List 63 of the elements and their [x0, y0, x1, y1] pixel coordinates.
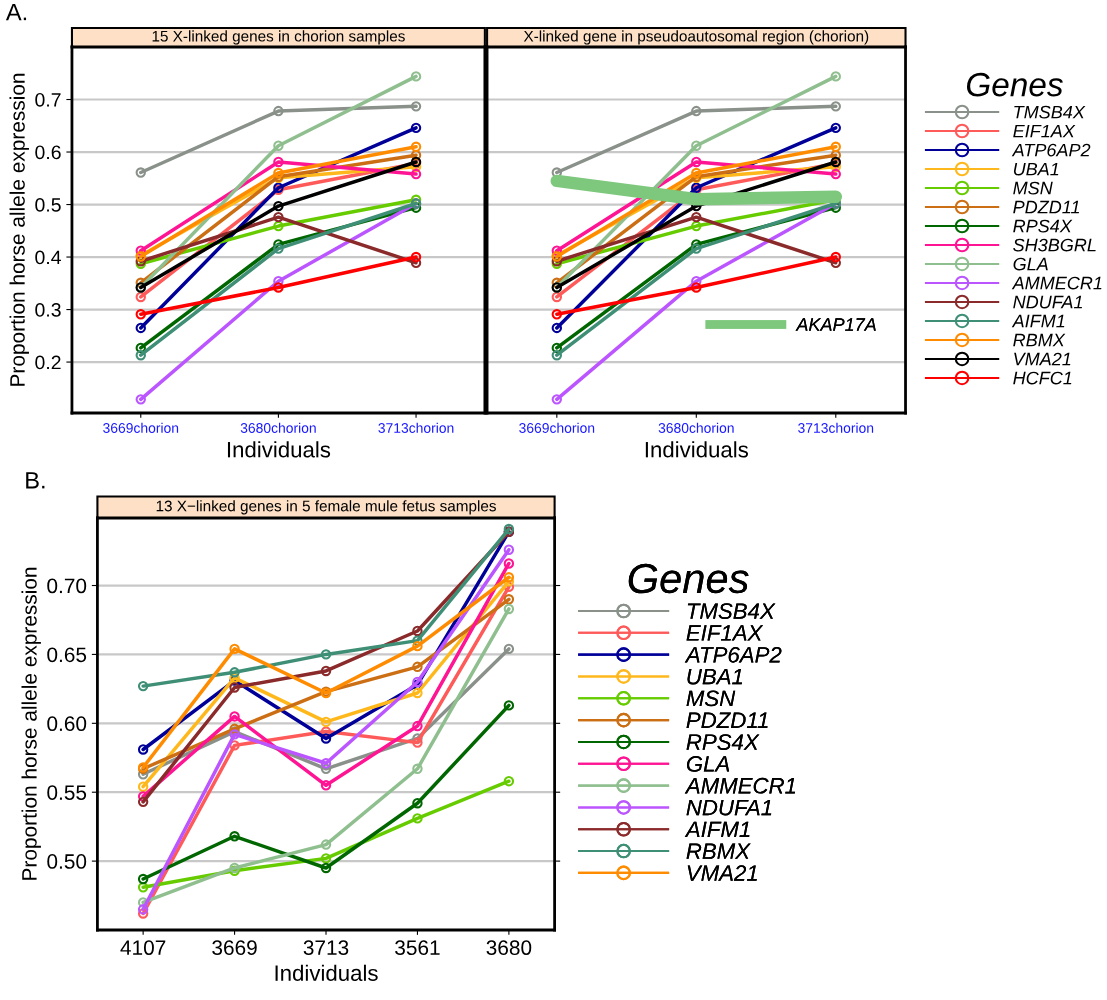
legend-title: Genes	[628, 563, 749, 594]
legend-label: GLA	[686, 756, 730, 772]
legend-label: RBMX	[686, 843, 751, 859]
x-axis-title: Individuals	[645, 441, 748, 458]
legend-label: PDZD11	[1013, 200, 1079, 214]
y-axis-title: Proportion horse allele expression	[9, 73, 29, 386]
legend-label: ATP6AP2	[1011, 143, 1091, 157]
legend-label: TMSB4X	[687, 603, 776, 619]
legend-label: RPS4X	[686, 734, 760, 750]
legend-label: TMSB4X	[1014, 105, 1086, 119]
legend-label: RBMX	[1013, 333, 1066, 347]
y-tick-label: 0.55	[47, 785, 87, 800]
x-tick-label: 3669chorion	[519, 422, 595, 433]
legend-label: AIFM1	[1011, 314, 1065, 328]
chart-title: 15 X-linked genes in chorion samples	[152, 30, 405, 45]
legend-label: EIF1AX	[686, 625, 764, 641]
x-tick-label: 3713chorion	[798, 422, 874, 433]
y-tick-label: 0.2	[35, 355, 61, 370]
x-tick-label: 4107	[120, 940, 166, 956]
chart-title: X-linked gene in pseudoautosomal region (chorion)	[523, 30, 869, 45]
legend-label: EIF1AX	[1013, 124, 1076, 138]
y-tick-label: 0.5	[35, 198, 61, 212]
legend-label: NDUFA1	[1013, 295, 1082, 309]
text: A.	[5, 3, 27, 21]
legend-label: AMMECR1	[684, 777, 796, 794]
legend-label: PDZD11	[686, 712, 768, 728]
legend-label: RPS4X	[1013, 219, 1073, 233]
legend-label: ATP6AP2	[684, 646, 782, 663]
legend-label: UBA1	[687, 668, 743, 685]
x-axis-title: Individuals	[227, 441, 331, 458]
y-tick-label: 0.50	[47, 854, 87, 869]
legend-label: VMA21	[687, 865, 757, 881]
text: B.	[26, 472, 45, 489]
legend-label: MSN	[1013, 181, 1053, 195]
legend-label: MSN	[686, 690, 736, 707]
y-tick-label: 0.65	[47, 647, 87, 663]
chart-title: 13 X−linked genes in 5 female mule fetus samples	[156, 500, 496, 515]
y-tick-label: 0.6	[35, 145, 61, 160]
legend-label: AKAP17A	[795, 318, 876, 331]
legend-label: SH3BGRL	[1013, 238, 1096, 252]
y-tick-label: 0.7	[35, 92, 61, 107]
x-tick-label: 3669chorion	[103, 422, 179, 433]
y-axis-title: Proportion horse allele expression	[21, 567, 41, 880]
legend-title: Genes	[966, 72, 1063, 97]
x-axis-title: Individuals	[275, 964, 378, 982]
legend-label: AIFM1	[684, 821, 750, 838]
x-tick-label: 3561	[395, 940, 440, 956]
x-tick-label: 3713	[303, 940, 349, 956]
x-tick-label: 3680chorion	[240, 422, 316, 433]
legend-label: HCFC1	[1013, 371, 1072, 385]
x-tick-label: 3669	[212, 940, 257, 956]
y-tick-label: 0.4	[35, 250, 61, 265]
y-tick-label: 0.70	[47, 578, 87, 594]
legend-label: VMA21	[1014, 352, 1071, 366]
legend-label: GLA	[1013, 257, 1048, 271]
x-tick-label: 3680chorion	[658, 422, 734, 433]
legend-label: AMMECR1	[1011, 276, 1102, 290]
x-tick-label: 3713chorion	[378, 422, 454, 433]
x-tick-label: 3680	[486, 940, 532, 956]
y-tick-label: 0.3	[35, 303, 61, 317]
legend-label: NDUFA1	[686, 799, 772, 816]
y-tick-label: 0.60	[47, 716, 87, 732]
legend-label: UBA1	[1013, 162, 1059, 176]
